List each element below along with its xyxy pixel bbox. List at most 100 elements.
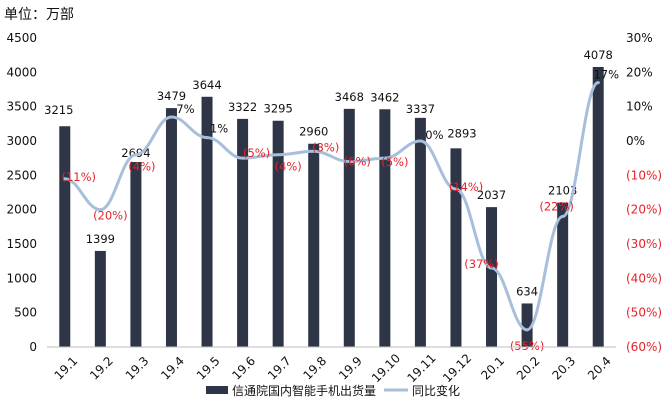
bar [130,162,142,347]
right-tick-label: (10%) [626,168,662,182]
line-point [241,156,245,160]
line-data-label: (20%) [93,209,128,223]
right-tick-label: 20% [626,65,653,79]
bar [521,303,533,347]
bar-data-label: 2037 [477,188,506,202]
line-point [490,266,494,270]
bar-data-label: 3462 [370,90,399,104]
x-tick-label: 20.4 [585,354,614,383]
bar [557,202,569,347]
bar-data-label: 2103 [548,184,577,198]
x-tick-label: 19.10 [369,351,403,385]
bar-data-label: 3468 [335,90,364,104]
bar [237,118,249,347]
right-tick-label: 10% [626,100,653,114]
unit-label: 单位：万部 [4,7,74,23]
line-point [596,81,600,85]
line-data-label: (5%) [243,146,270,160]
line-data-label: (4%) [275,160,302,174]
right-tick-label: 0% [626,134,645,148]
bar-data-label: 3479 [157,89,186,103]
right-tick-label: 30% [626,31,653,45]
legend-bar-swatch [206,386,228,394]
bar [59,126,71,347]
line-point [525,328,529,332]
bar [94,250,106,347]
left-tick-label: 500 [14,306,37,320]
bar-data-label: 3215 [44,103,73,117]
bar [308,143,320,347]
right-tick-label: (40%) [626,271,662,285]
legend-line-label: 同比变化 [412,383,460,398]
x-tick-label: 19.5 [194,354,223,383]
legend: 信通院国内智能手机出货量 同比变化 [206,383,460,398]
left-tick-label: 0 [29,340,37,354]
line-data-label: 7% [176,102,194,116]
line-data-label: 0% [425,128,443,142]
bar [272,120,284,347]
x-tick-label: 19.3 [123,354,152,383]
legend-bar-label: 信通院国内智能手机出货量 [232,383,376,398]
line-data-label: (6%) [344,155,371,169]
line-point [63,177,67,181]
left-tick-label: 1500 [6,237,37,251]
x-tick-label: 19.7 [265,354,294,383]
line-data-label: (55%) [510,339,545,353]
x-tick-label: 19.12 [440,351,474,385]
right-tick-label: (20%) [626,203,662,217]
bar-data-label: 2960 [299,125,328,139]
left-tick-label: 4000 [6,65,37,79]
x-tick-label: 19.8 [300,354,329,383]
line-data-label: (11%) [62,170,97,184]
bar-data-label: 3322 [228,100,257,114]
bar [450,148,462,347]
bar [379,109,391,347]
x-tick-label: 19.2 [87,354,116,383]
x-tick-label: 20.2 [514,354,543,383]
line-data-label: 1% [210,122,228,136]
bar-data-label: 1399 [86,232,115,246]
bar-data-label: 3644 [192,78,221,92]
line-data-label: 17% [593,68,619,82]
left-tick-label: 2500 [6,168,37,182]
line-data-labels: (11%) (20%) (4%) 7% 1% (5%) (4%) (3%) (6%) (5%) 0%… [62,68,620,353]
left-tick-label: 3000 [6,134,37,148]
bar-data-label: 3337 [406,102,435,116]
right-tick-label: (50%) [626,306,662,320]
x-tick-label: 19.4 [158,354,187,383]
line-point [561,215,565,219]
left-tick-label: 2000 [6,203,37,217]
bar [486,207,498,347]
bar-data-label: 634 [516,284,538,298]
bar-data-label: 4078 [584,48,613,62]
x-tick-label: 19.11 [404,351,438,385]
line-point [312,149,316,153]
bar [414,117,426,347]
right-tick-label: (30%) [626,237,662,251]
line-data-label: (14%) [449,180,484,194]
line-point [134,153,138,157]
bar [592,66,604,348]
left-tick-label: 1000 [6,271,37,285]
line-point [276,153,280,157]
line-point [347,160,351,164]
line-data-label: (22%) [539,200,574,214]
x-tick-label: 19.6 [229,354,258,383]
bar [165,108,177,347]
bar-data-label: 2893 [447,126,476,140]
line-point [383,156,387,160]
x-tick-label: 19.9 [336,354,365,383]
x-tick-label: 19.1 [52,354,81,383]
x-tick-label: 20.3 [549,354,578,383]
line-data-label: (5%) [381,155,408,169]
left-tick-label: 4500 [6,31,37,45]
left-axis: 0 500 1000 1500 2000 2500 3000 3500 4000 4500 [6,31,37,354]
line-point [98,208,102,212]
line-point [205,136,209,140]
bar-data-label: 3295 [264,102,293,116]
right-tick-label: (60%) [626,340,662,354]
left-tick-label: 3500 [6,100,37,114]
line-series [63,81,600,332]
